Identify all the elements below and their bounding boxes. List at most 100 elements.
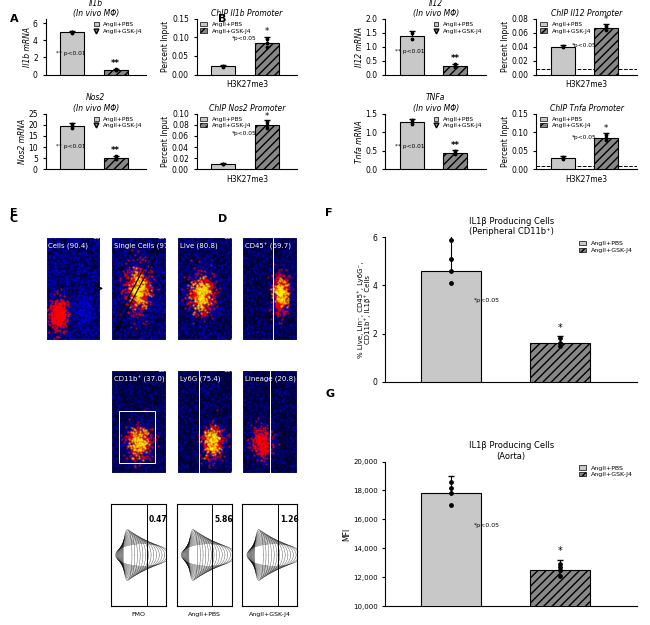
Point (238, 289, 248, 299)
Point (46, 306, 56, 316)
Point (183, 236, 193, 246)
Point (78, 259, 88, 269)
Point (108, 442, 118, 452)
Point (42, 329, 53, 339)
Point (128, 296, 138, 306)
Point (60, 305, 70, 315)
Point (202, 297, 213, 307)
Point (51, 303, 62, 313)
Point (51, 305, 61, 315)
Point (78, 304, 88, 314)
Point (52, 288, 62, 298)
Point (254, 442, 264, 452)
Point (259, 454, 269, 464)
Point (152, 414, 162, 424)
Point (267, 316, 278, 326)
Point (74, 321, 85, 331)
Point (136, 439, 147, 449)
Point (45, 315, 55, 325)
Point (270, 290, 280, 300)
Point (179, 462, 190, 472)
Point (120, 421, 131, 431)
Point (129, 426, 140, 436)
Point (68, 306, 78, 316)
Point (71, 324, 81, 334)
Point (177, 402, 188, 412)
Point (205, 273, 216, 283)
Point (146, 284, 156, 294)
Point (126, 322, 136, 332)
Point (272, 269, 283, 279)
Point (190, 276, 200, 286)
Point (156, 275, 166, 285)
Point (187, 312, 198, 322)
Point (274, 322, 285, 332)
Point (220, 321, 231, 331)
Point (68, 289, 79, 299)
Point (239, 264, 249, 274)
Point (88, 326, 98, 336)
Point (60, 257, 70, 267)
Point (142, 276, 152, 286)
Point (51, 239, 61, 249)
Point (130, 286, 140, 296)
Point (275, 293, 285, 303)
Point (239, 439, 249, 449)
Point (137, 292, 148, 302)
Point (124, 235, 134, 245)
Point (138, 445, 149, 455)
Point (80, 333, 90, 343)
Point (129, 430, 139, 440)
Point (207, 248, 218, 258)
Point (117, 313, 127, 323)
Point (198, 292, 209, 302)
Point (73, 306, 83, 316)
Point (209, 444, 220, 454)
Point (249, 415, 259, 425)
Point (240, 269, 251, 279)
Point (142, 272, 153, 282)
Point (278, 281, 288, 291)
Point (128, 439, 138, 449)
Point (259, 432, 269, 442)
Point (146, 448, 157, 458)
Point (137, 440, 148, 450)
Point (187, 443, 198, 453)
Point (139, 299, 150, 309)
Point (49, 296, 60, 306)
Point (272, 317, 282, 327)
Point (274, 389, 284, 399)
Point (129, 449, 139, 459)
Point (245, 433, 255, 443)
Point (253, 456, 263, 466)
Point (81, 322, 92, 332)
Point (151, 312, 161, 322)
Point (272, 302, 282, 312)
Point (136, 405, 147, 415)
Point (147, 376, 157, 386)
Point (181, 379, 192, 389)
Point (74, 272, 85, 282)
Point (268, 438, 278, 448)
Point (77, 281, 88, 291)
Point (129, 274, 140, 284)
Point (55, 320, 66, 330)
Point (138, 442, 148, 452)
Point (79, 299, 89, 309)
Point (281, 291, 291, 301)
Point (112, 256, 122, 266)
Point (53, 279, 64, 289)
Point (266, 319, 276, 329)
Point (246, 438, 257, 448)
Point (120, 459, 130, 469)
Point (278, 301, 289, 311)
Point (66, 292, 76, 302)
Point (137, 432, 148, 442)
Point (126, 437, 136, 447)
Point (152, 270, 162, 280)
Point (51, 302, 61, 312)
Point (112, 448, 123, 458)
Point (159, 447, 170, 457)
Point (52, 306, 62, 316)
Point (196, 256, 207, 266)
